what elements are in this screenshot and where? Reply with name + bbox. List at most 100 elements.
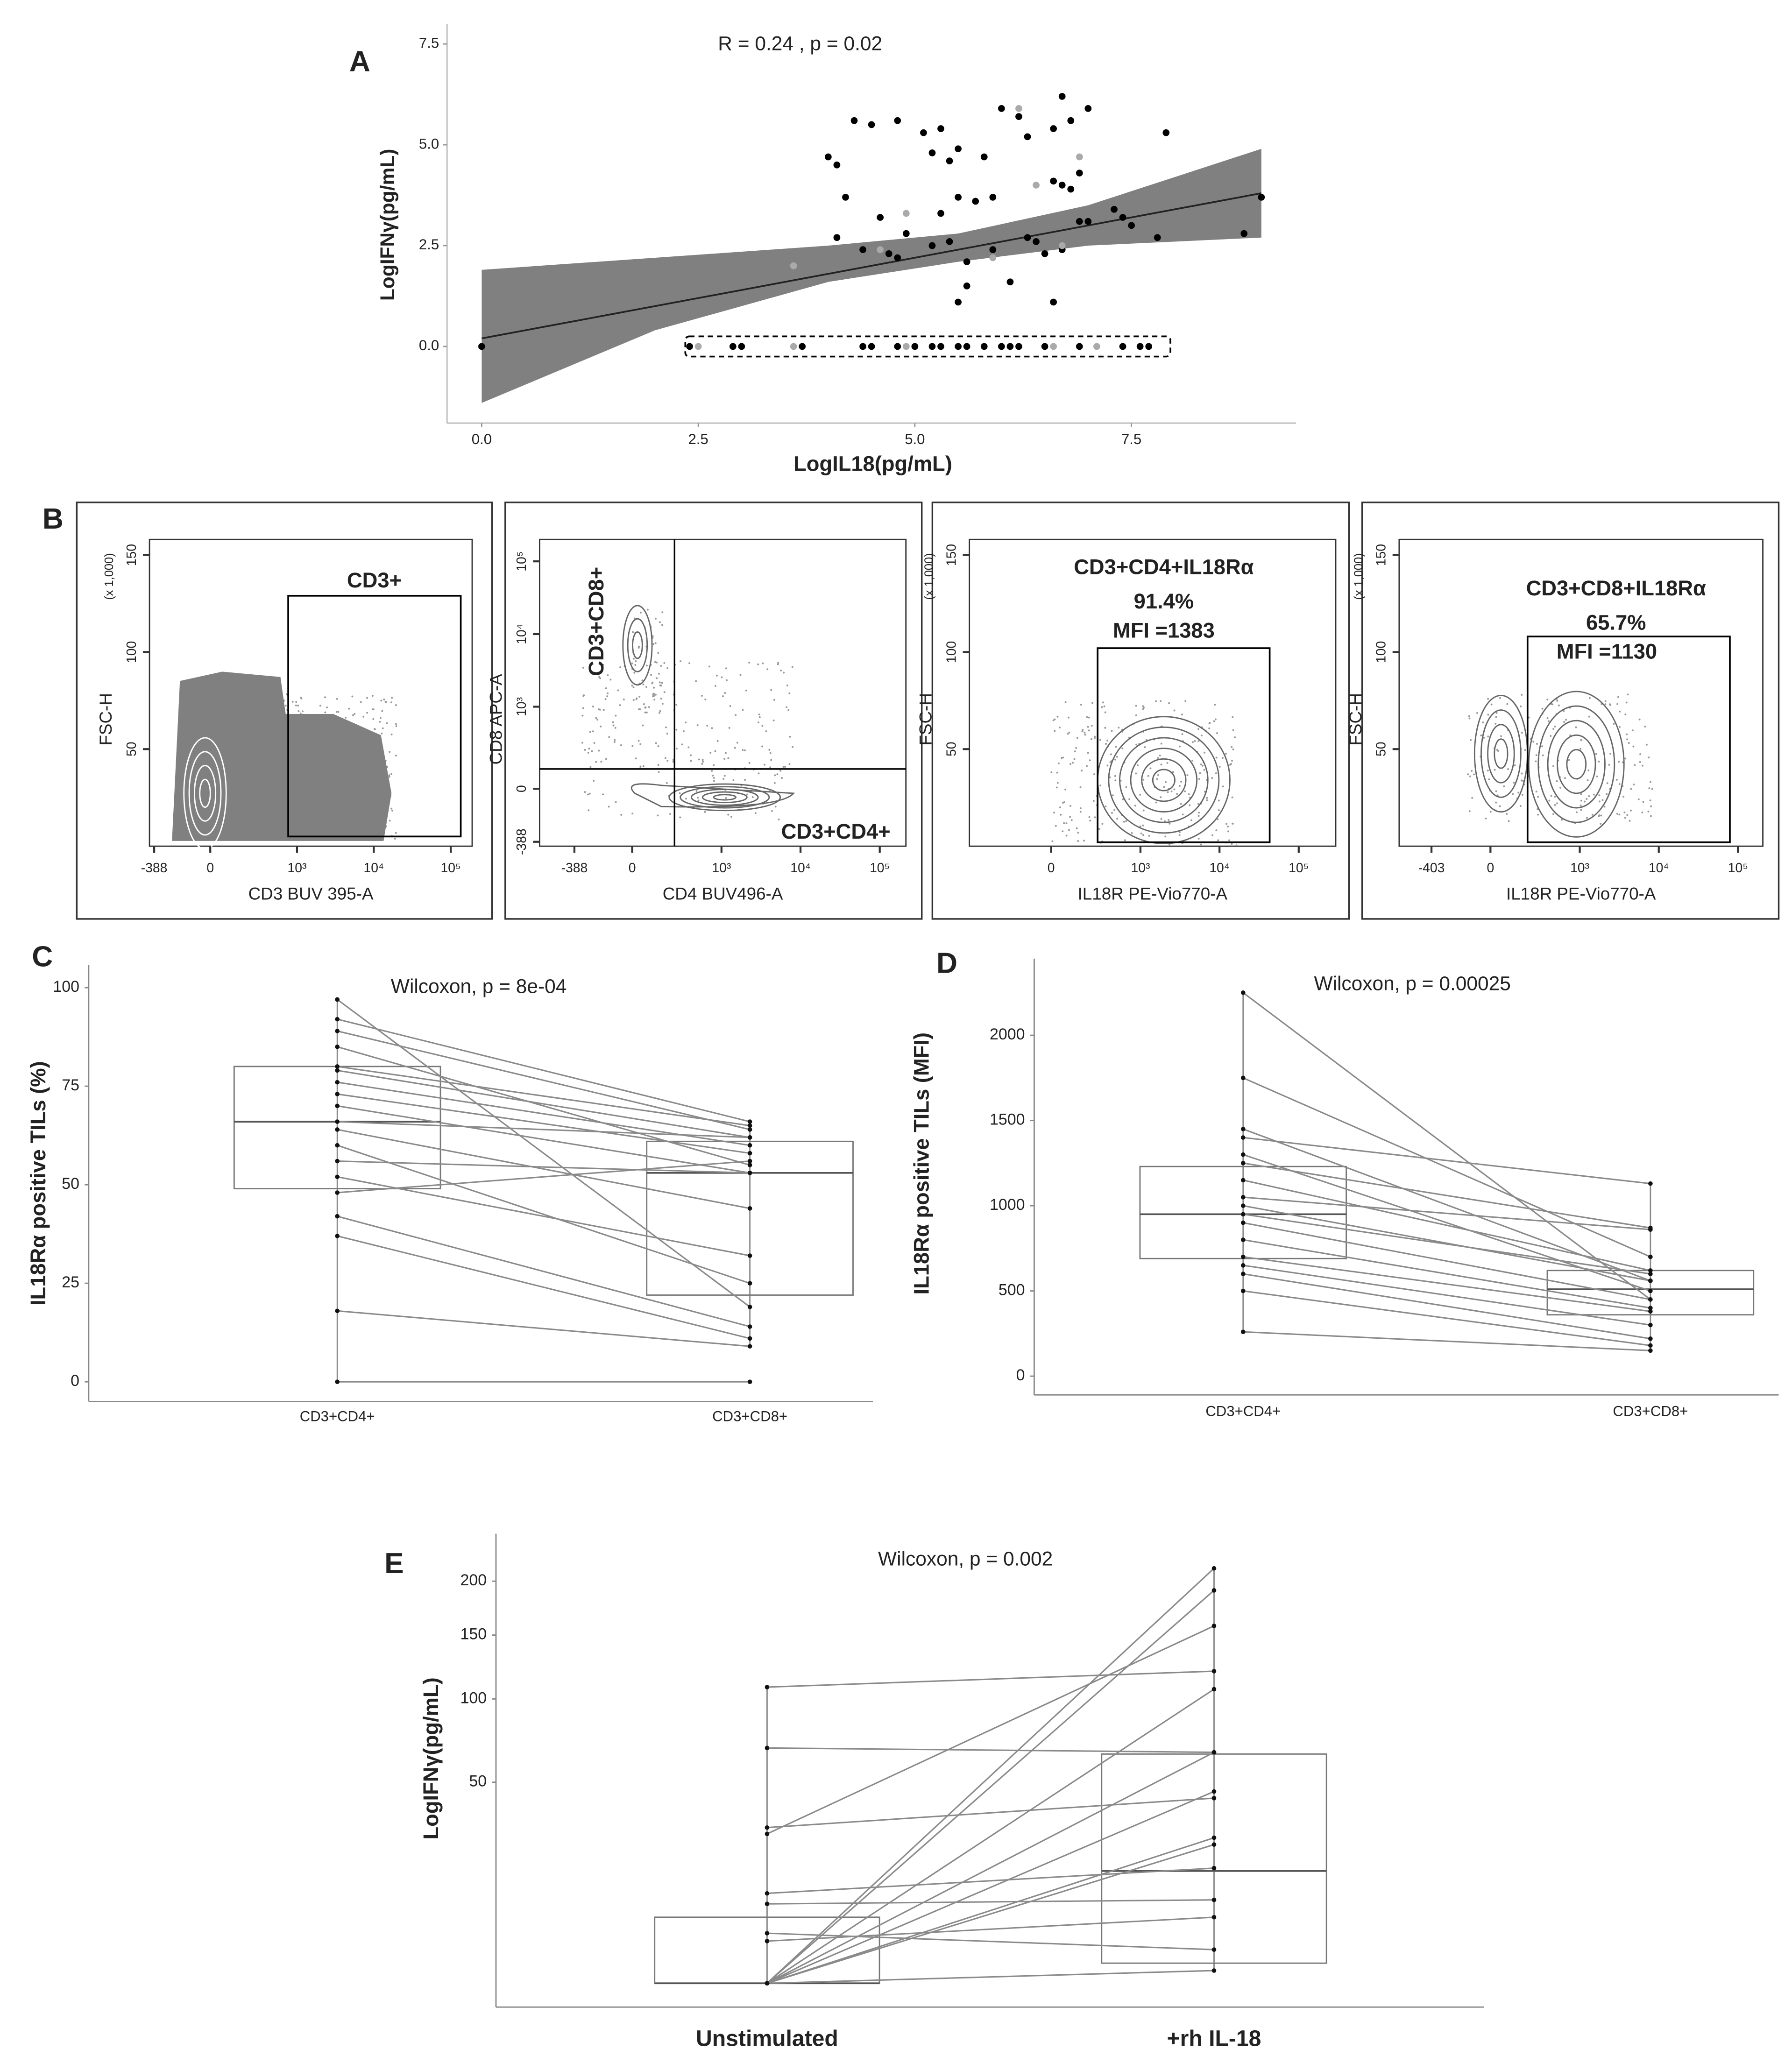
event-dot: [783, 671, 785, 674]
event-dot: [1062, 802, 1064, 804]
event-dot: [1125, 820, 1127, 822]
y-tick-label: 200: [460, 1571, 487, 1589]
point: [765, 1891, 770, 1896]
point: [1648, 1254, 1653, 1259]
event-dot: [1214, 704, 1216, 706]
point: [1648, 1309, 1653, 1314]
point: [335, 1190, 340, 1195]
event-dot: [295, 704, 297, 707]
event-dot: [1506, 813, 1508, 815]
point: [980, 343, 988, 350]
pair-line: [766, 1590, 1215, 1984]
event-dot: [661, 682, 663, 684]
event-dot: [1604, 703, 1607, 706]
event-dot: [1586, 798, 1588, 800]
event-dot: [1057, 762, 1060, 764]
event-dot: [642, 765, 645, 767]
event-dot: [1521, 772, 1523, 775]
event-dot: [1468, 717, 1471, 720]
point: [738, 343, 745, 350]
point: [1211, 1750, 1217, 1755]
event-dot: [1556, 802, 1558, 805]
event-dot: [390, 701, 393, 704]
event-dot: [1114, 775, 1116, 777]
event-dot: [1080, 704, 1082, 706]
event-dot: [1217, 818, 1219, 820]
event-dot: [758, 716, 761, 718]
point: [1240, 1212, 1246, 1217]
event-dot: [643, 703, 645, 705]
event-dot: [1135, 743, 1138, 746]
event-dot: [1606, 793, 1608, 795]
point: [1033, 182, 1040, 189]
event-dot: [1565, 719, 1567, 721]
event-dot: [1082, 728, 1084, 731]
event-dot: [612, 724, 615, 727]
pair-line: [1243, 1196, 1651, 1230]
event-dot: [701, 694, 703, 697]
x-tick-label: 10³: [712, 860, 731, 875]
event-dot: [698, 758, 700, 761]
event-dot: [1128, 798, 1131, 800]
event-dot: [581, 742, 583, 744]
event-dot: [638, 645, 640, 648]
point: [335, 1174, 340, 1180]
point: [868, 121, 875, 128]
event-dot: [789, 735, 791, 738]
event-dot: [697, 799, 700, 802]
event-dot: [1123, 820, 1125, 823]
event-dot: [727, 757, 730, 759]
point: [1648, 1268, 1653, 1273]
confidence-band: [482, 148, 1261, 403]
event-dot: [1649, 781, 1651, 783]
event-dot: [680, 660, 682, 663]
event-dot: [642, 724, 644, 727]
event-dot: [1580, 748, 1582, 750]
x-tick-label: 10⁴: [1649, 860, 1669, 875]
event-dot: [739, 674, 742, 676]
event-dot: [354, 713, 356, 715]
pair-line: [337, 999, 751, 1308]
event-dot: [681, 743, 683, 746]
event-dot: [623, 699, 625, 700]
event-dot: [388, 774, 390, 777]
point: [937, 125, 944, 132]
contour: [188, 751, 222, 836]
event-dot: [605, 687, 607, 690]
point: [1058, 182, 1066, 189]
event-dot: [351, 695, 354, 698]
event-dot: [704, 811, 706, 813]
event-dot: [1081, 770, 1083, 772]
x-tick-label: 10⁵: [870, 860, 890, 875]
pair-line: [1242, 992, 1651, 1300]
event-dot: [712, 774, 714, 777]
contour: [1566, 749, 1587, 780]
event-dot: [1564, 777, 1566, 779]
event-dot: [1191, 759, 1194, 762]
panel-label: A: [349, 45, 370, 78]
event-dot: [345, 716, 347, 719]
event-dot: [1467, 773, 1469, 776]
event-dot: [1148, 834, 1150, 837]
event-dot: [284, 705, 287, 707]
point: [902, 230, 910, 237]
event-dot: [1091, 724, 1093, 727]
event-dot: [1053, 812, 1055, 814]
y-tick-label: 10³: [514, 697, 529, 716]
event-dot: [600, 725, 602, 728]
event-dot: [1147, 775, 1149, 777]
y-unit: (x 1,000): [1353, 553, 1366, 600]
event-dot: [657, 764, 659, 766]
y-axis-label: LogIFNγ(pg/mL): [419, 1677, 443, 1839]
event-dot: [1160, 763, 1162, 766]
event-dot: [1054, 718, 1056, 721]
event-dot: [602, 709, 605, 711]
point: [1050, 177, 1057, 185]
event-dot: [608, 805, 610, 808]
point: [1084, 105, 1092, 112]
point: [928, 149, 936, 156]
event-dot: [1188, 793, 1190, 795]
event-dot: [1088, 816, 1091, 818]
point: [1211, 1795, 1217, 1801]
event-dot: [1204, 751, 1206, 754]
